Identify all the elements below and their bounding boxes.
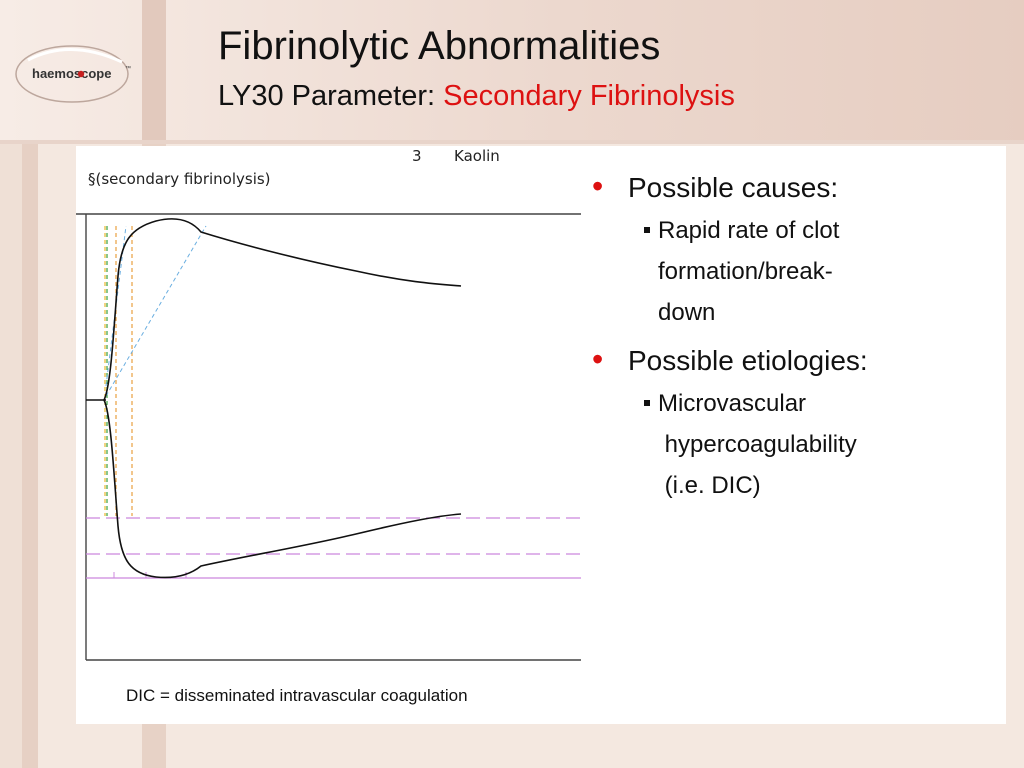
sub-bullet-causes: Rapid rate of clot formation/break- down: [644, 210, 1004, 333]
subtitle-prefix: LY30 Parameter:: [218, 80, 444, 112]
content-panel: [76, 146, 1006, 724]
bullet-dot-icon: •: [592, 168, 604, 204]
teg-tracing: §(secondary fibrinolysis) 3 Kaolin: [76, 147, 581, 661]
tracing-channel: 3: [412, 147, 422, 165]
logo-wordmark: haemoscope: [32, 66, 111, 81]
subtitle-accent: Secondary Fibrinolysis: [443, 80, 735, 112]
square-bullet-icon: [644, 400, 650, 406]
tracing-label: §(secondary fibrinolysis): [88, 170, 271, 188]
sub-bullet-line: Rapid rate of clot: [658, 217, 840, 244]
background-stripe: [0, 0, 22, 768]
bullet-heading: Possible causes:: [628, 172, 839, 203]
bullet-dot-icon: •: [592, 341, 604, 377]
bullet-heading: Possible etiologies:: [628, 345, 868, 376]
footnote: DIC = disseminated intravascular coagula…: [126, 686, 468, 705]
sub-bullet-etiologies: Microvascular hypercoagulability (i.e. D…: [644, 383, 1004, 506]
slide-subtitle: LY30 Parameter: Secondary Fibrinolysis: [218, 80, 735, 113]
header-divider: [0, 140, 1024, 144]
sub-bullet-line: formation/break-: [658, 258, 833, 285]
background-stripe: [22, 0, 38, 768]
bullet-possible-etiologies: • Possible etiologies:: [592, 339, 1004, 383]
tracing-lower: [103, 399, 462, 579]
logo-trademark: ™: [125, 65, 131, 72]
bullet-list: • Possible causes: Rapid rate of clot fo…: [592, 166, 1004, 506]
sub-bullet-line: Microvascular: [658, 390, 807, 417]
haemoscope-logo: haemoscope ™: [15, 45, 131, 103]
angle-line: [105, 225, 207, 397]
bullet-possible-causes: • Possible causes:: [592, 166, 1004, 210]
header-band: [0, 0, 1024, 140]
slide-title: Fibrinolytic Abnormalities: [218, 24, 661, 68]
sub-bullet-line: (i.e. DIC): [658, 472, 761, 499]
tracing-activator: Kaolin: [454, 147, 500, 165]
tracing-upper: [103, 218, 462, 401]
square-bullet-icon: [644, 227, 650, 233]
sub-bullet-line: hypercoagulability: [658, 431, 857, 458]
header-stripe: [142, 0, 166, 140]
sub-bullet-line: down: [658, 299, 716, 326]
